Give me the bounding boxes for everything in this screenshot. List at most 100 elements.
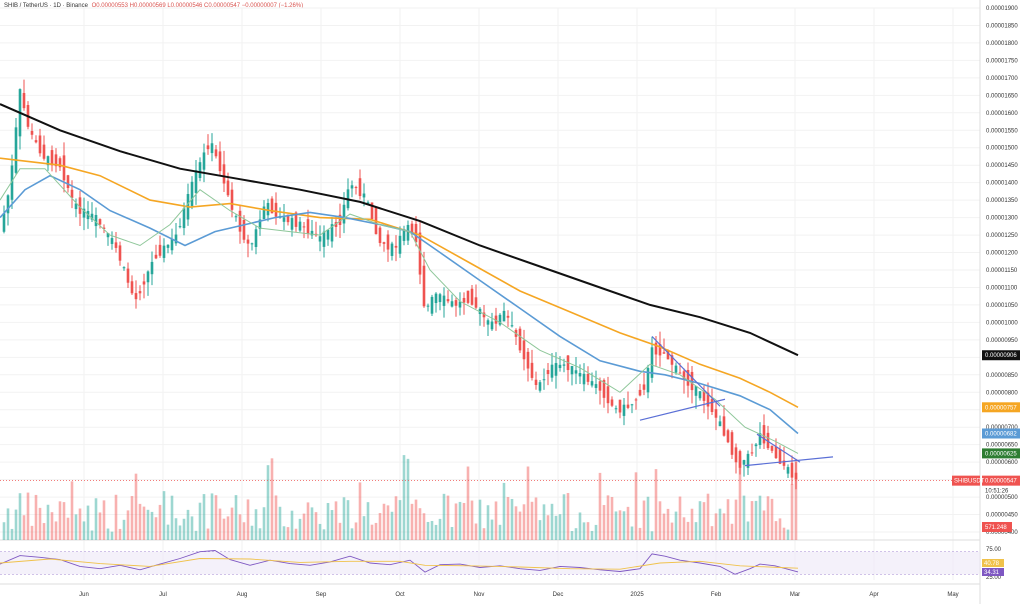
candle-body [538, 382, 542, 391]
volume-bar [474, 523, 478, 540]
volume-bar [98, 512, 102, 540]
candle-body [722, 416, 726, 436]
volume-bar [582, 522, 586, 540]
volume-bar [614, 511, 618, 540]
volume-bar [306, 502, 310, 540]
volume-bar [118, 528, 122, 540]
volume-bar [422, 513, 426, 540]
candle-body [670, 355, 674, 365]
candle-body [486, 320, 490, 325]
candle-body [94, 214, 98, 227]
ma200-line [0, 103, 799, 357]
volume-bar [410, 503, 414, 540]
candle-body [154, 254, 158, 259]
volume-bar [362, 516, 366, 540]
volume-bar [202, 494, 206, 540]
y-tick-label: 0.00001050 [986, 303, 1018, 309]
y-tick-label: 0.00000450 [986, 513, 1018, 519]
candle-body [658, 344, 662, 356]
chart-header: SHIB / TetherUS · 1D · Binance O0.000005… [4, 3, 303, 9]
candle-body [142, 281, 146, 285]
volume-bar [14, 509, 18, 540]
candle-body [626, 404, 630, 408]
volume-bar [110, 531, 114, 540]
volume-bar [42, 523, 46, 540]
candle-body [318, 236, 322, 242]
candle-body [10, 165, 14, 200]
volume-bar [218, 508, 222, 540]
candle-body [678, 372, 682, 374]
volume-bar [542, 504, 546, 540]
volume-bar [598, 472, 602, 540]
candle-body [470, 288, 474, 305]
volume-bar [22, 515, 26, 540]
candle-body [322, 231, 326, 247]
candle-body [454, 300, 458, 306]
volume-bar [742, 495, 746, 540]
candle-body [750, 452, 754, 454]
grid-lines [0, 7, 980, 580]
volume-bar [370, 524, 374, 540]
candle-body [710, 398, 714, 413]
candle-body [698, 391, 702, 399]
volume-bar [226, 516, 230, 540]
candle-body [282, 217, 286, 222]
candle-body [742, 460, 746, 465]
candle-body [518, 328, 522, 351]
rsi-tick-label: 75.00 [986, 547, 1002, 553]
trend-lines [639, 335, 834, 467]
candle-body [90, 213, 94, 220]
ma20-line [0, 168, 799, 454]
wedge-upper-line [756, 433, 801, 463]
candle-body [530, 362, 534, 378]
candle-body [54, 154, 58, 167]
volume-bar [690, 508, 694, 540]
candle-body [306, 219, 310, 234]
candle-body [654, 342, 658, 355]
candle-body [546, 370, 550, 375]
candle-body [706, 392, 710, 407]
candle-body [310, 230, 314, 236]
candle-body [14, 127, 18, 173]
volume-bar [38, 507, 42, 540]
price-tag: 0.00000547 [985, 479, 1017, 485]
ma100-tag: 0.00000757 [985, 405, 1017, 411]
candle-body [730, 432, 734, 455]
volume-bar [142, 506, 146, 540]
x-tick-label: Jun [79, 592, 89, 598]
volume-bar [338, 522, 342, 540]
y-tick-label: 0.00001600 [986, 111, 1018, 117]
candle-body [6, 195, 10, 214]
candle-body [126, 268, 130, 283]
volume-bar [694, 522, 698, 540]
volume-bar [402, 455, 406, 540]
symbol-label: SHIB / TetherUS · 1D · Binance [4, 3, 88, 9]
ma200-tag: 0.00000906 [985, 353, 1017, 359]
candle-body [82, 208, 86, 218]
volume-bar [438, 518, 442, 540]
candle-body [402, 229, 406, 241]
volume-bar [298, 518, 302, 540]
candle-body [250, 243, 254, 245]
volume-bar [30, 525, 34, 540]
candle-body [202, 152, 206, 170]
volume-bar [62, 502, 66, 540]
candle-body [582, 373, 586, 385]
candle-body [230, 189, 234, 210]
candle-body [158, 244, 162, 256]
volume-bar [186, 509, 190, 540]
candle-body [222, 164, 226, 184]
candle-body [666, 350, 670, 360]
candle-body [386, 234, 390, 250]
volume-bar [310, 507, 314, 540]
volume-bar [174, 518, 178, 540]
volume-bar [526, 466, 530, 540]
candle-body [586, 373, 590, 382]
volume-tag-bg [982, 522, 1012, 532]
candle-body [286, 214, 290, 223]
candle-body [210, 143, 214, 154]
candle-body [42, 144, 46, 159]
candle-body [166, 244, 170, 248]
candle-body [574, 370, 578, 374]
